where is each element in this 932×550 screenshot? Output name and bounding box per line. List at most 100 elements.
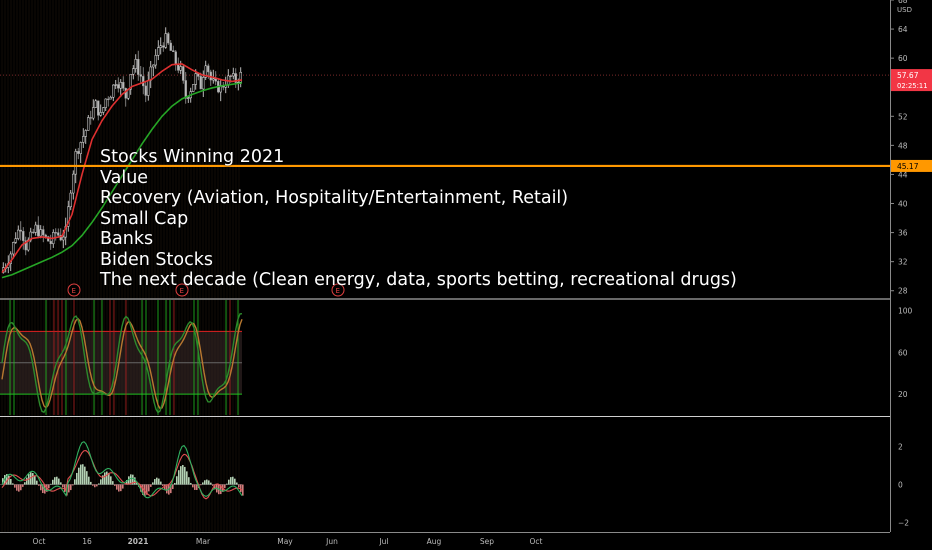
macd-histogram-bar xyxy=(158,478,160,485)
macd-tick-label: −2 xyxy=(898,519,909,528)
oscillator-tick-label: 20 xyxy=(898,390,908,399)
candle-body xyxy=(62,236,65,241)
candle-body xyxy=(134,58,137,69)
macd-histogram-bar xyxy=(22,484,24,487)
candle-body xyxy=(79,142,82,154)
macd-histogram-bar xyxy=(50,483,52,485)
macd-histogram-bar xyxy=(106,471,108,485)
candle-body xyxy=(67,206,70,227)
oscillator-line xyxy=(1,312,243,414)
support-price-label: 45.17 xyxy=(897,162,919,171)
macd-histogram-bar xyxy=(214,484,216,490)
macd-histogram-bar xyxy=(140,484,142,492)
macd-histogram-bar xyxy=(234,478,236,485)
candle-body xyxy=(39,229,42,237)
price-tick-label: 68 xyxy=(898,0,908,5)
macd-histogram-bar xyxy=(156,477,158,485)
macd-histogram-bar xyxy=(36,480,38,485)
support-price-tag xyxy=(891,159,932,172)
macd-histogram-bar xyxy=(224,484,226,489)
macd-histogram-bar xyxy=(186,471,188,485)
time-tick-label: Oct xyxy=(530,537,543,546)
candle-body xyxy=(69,192,72,208)
price-tick-label: 40 xyxy=(898,200,908,209)
candle-body xyxy=(232,73,235,77)
candle-body xyxy=(12,242,15,255)
macd-histogram-bar xyxy=(164,484,166,491)
candle-body xyxy=(167,33,170,44)
earnings-marker-label: E xyxy=(72,287,76,295)
macd-histogram-bar xyxy=(176,476,178,485)
price-tick-label: 64 xyxy=(898,25,908,34)
ma-green-line xyxy=(1,82,243,279)
macd-histogram-bar xyxy=(118,484,120,492)
candle-body xyxy=(89,117,92,119)
earnings-marker xyxy=(67,283,81,297)
macd-histogram-bar xyxy=(92,484,94,486)
macd-histogram-bar xyxy=(210,482,212,485)
candle-body xyxy=(44,234,47,237)
macd-histogram-bar xyxy=(2,478,4,485)
macd-histogram-bar xyxy=(90,481,92,485)
macd-histogram-bar xyxy=(184,466,186,485)
macd-histogram-bar xyxy=(190,482,192,485)
macd-histogram-bar xyxy=(230,477,232,485)
candle-body xyxy=(17,229,20,239)
macd-histogram-bar xyxy=(206,479,208,485)
macd-histogram-bar xyxy=(60,482,62,485)
macd-histogram-bar xyxy=(64,484,66,492)
candle-body xyxy=(132,68,135,75)
earnings-marker-label: E xyxy=(180,287,184,295)
candle-body xyxy=(122,82,125,89)
macd-histogram-bar xyxy=(112,481,114,485)
macd-histogram-bar xyxy=(212,484,214,486)
macd-histogram-bar xyxy=(142,484,144,495)
macd-histogram-bar xyxy=(98,483,100,485)
macd-histogram-bar xyxy=(160,481,162,485)
macd-histogram-bar xyxy=(72,484,74,486)
macd-histogram-bar xyxy=(6,474,8,485)
candle-body xyxy=(104,98,107,108)
annotation-line: Small Cap xyxy=(100,208,189,229)
macd-histogram-bar xyxy=(8,475,10,485)
candle-body xyxy=(109,97,112,100)
macd-histogram-bar xyxy=(14,484,16,488)
macd-histogram-bar xyxy=(154,479,156,485)
macd-histogram-bar xyxy=(78,467,80,485)
candle-body xyxy=(149,66,152,81)
candle-body xyxy=(34,224,37,233)
candle-body xyxy=(229,75,232,77)
candle-body xyxy=(19,229,22,232)
annotation-line: Banks xyxy=(100,229,154,249)
macd-histogram-bar xyxy=(40,484,42,491)
candle-body xyxy=(142,76,145,87)
macd-histogram-bar xyxy=(32,473,34,485)
macd-histogram-bar xyxy=(38,484,40,486)
macd-histogram-bar xyxy=(74,479,76,485)
candle-body xyxy=(107,98,110,101)
macd-histogram-bar xyxy=(228,479,230,485)
macd-histogram-bar xyxy=(240,484,242,493)
macd-histogram-bar xyxy=(204,480,206,485)
annotation-line: Biden Stocks xyxy=(100,249,213,270)
macd-histogram-bar xyxy=(108,472,110,485)
candle-body xyxy=(207,65,210,73)
candle-body xyxy=(204,65,207,78)
macd-histogram-bar xyxy=(162,484,164,486)
macd-histogram-bar xyxy=(232,476,234,485)
candle-body xyxy=(72,173,75,194)
candle-body xyxy=(94,100,97,108)
candle-body xyxy=(194,73,197,85)
candle-body xyxy=(234,73,237,83)
time-tick-label: May xyxy=(277,537,293,546)
candle-body xyxy=(102,107,105,113)
time-tick-label: Mar xyxy=(196,537,211,546)
macd-histogram-bar xyxy=(200,484,202,486)
candle-body xyxy=(119,82,122,89)
macd-histogram-bar xyxy=(134,477,136,485)
candle-body xyxy=(129,73,132,90)
candle-body xyxy=(162,45,165,48)
macd-histogram-bar xyxy=(54,477,56,485)
